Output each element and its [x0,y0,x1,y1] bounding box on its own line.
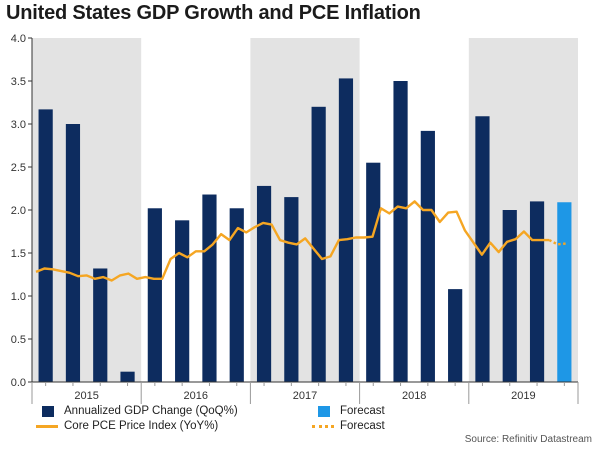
legend-label-pce: Core PCE Price Index (YoY%) [64,420,219,432]
gdp-bar [229,208,244,382]
gdp-bar [338,78,354,383]
pce-line-path [35,200,550,282]
legend-swatch-gdp [42,405,54,417]
y-tick-label: 1.0 [11,291,26,303]
legend-swatch-gdp-forecast [318,405,330,417]
y-tick-label: 2.5 [11,162,26,174]
gdp-bar [420,130,435,382]
legend-label-gdp: Annualized GDP Change (QoQ%) [64,405,238,417]
y-tick-label: 4.0 [11,33,26,45]
legend-swatch-pce-forecast [312,424,334,428]
x-tick-label: 2015 [74,390,98,402]
legend-label-pce-forecast: Forecast [340,420,385,432]
gdp-bar [366,162,381,382]
legend-item-pce-forecast: Forecast [312,419,385,433]
x-tick-label: 2018 [402,390,426,402]
legend: Annualized GDP Change (QoQ%) Forecast Co… [36,404,556,434]
pce-line [35,200,567,282]
gdp-bar [256,185,272,382]
gdp-bar [284,197,299,382]
gdp-forecast-bar [557,202,572,382]
gdp-bar [175,220,190,382]
y-tick-label: 2.0 [11,205,26,217]
gdp-bar [311,106,326,383]
gdp-bar [202,194,217,382]
gdp-bar [448,289,463,382]
gdp-bar [93,268,108,382]
legend-label-gdp-forecast: Forecast [340,405,385,417]
gdp-bar [475,116,490,382]
y-tick-label: 3.5 [11,76,26,88]
gdp-bar [502,210,517,382]
source-note: Source: Refinitiv Datastream [464,434,592,445]
legend-item-gdp: Annualized GDP Change (QoQ%) [42,404,238,418]
legend-item-pce: Core PCE Price Index (YoY%) [36,419,218,433]
x-axis: 2015 2016 2017 2018 2019 [31,381,579,404]
legend-swatch-pce [36,424,58,428]
gdp-bar [147,208,162,382]
gdp-bar [38,109,53,382]
y-tick-label: 0.5 [11,334,26,346]
gdp-bar [120,371,135,382]
y-axis: 0.0 0.5 1.0 1.5 2.0 2.5 3.0 3.5 4.0 [11,33,33,389]
x-tick-label: 2017 [293,390,317,402]
x-tick-label: 2019 [511,390,535,402]
year-shading [32,38,578,382]
gdp-bar [393,81,408,382]
gdp-bars [38,78,572,383]
y-tick-label: 3.0 [11,119,26,131]
chart-title: United States GDP Growth and PCE Inflati… [6,2,421,24]
gdp-bar [65,124,81,382]
legend-item-gdp-forecast: Forecast [318,404,385,418]
x-tick-label: 2016 [184,390,208,402]
y-tick-label: 1.5 [11,248,26,260]
pce-forecast-line-path [548,239,567,246]
gdp-bar [529,201,545,382]
y-tick-label: 0.0 [11,377,26,389]
